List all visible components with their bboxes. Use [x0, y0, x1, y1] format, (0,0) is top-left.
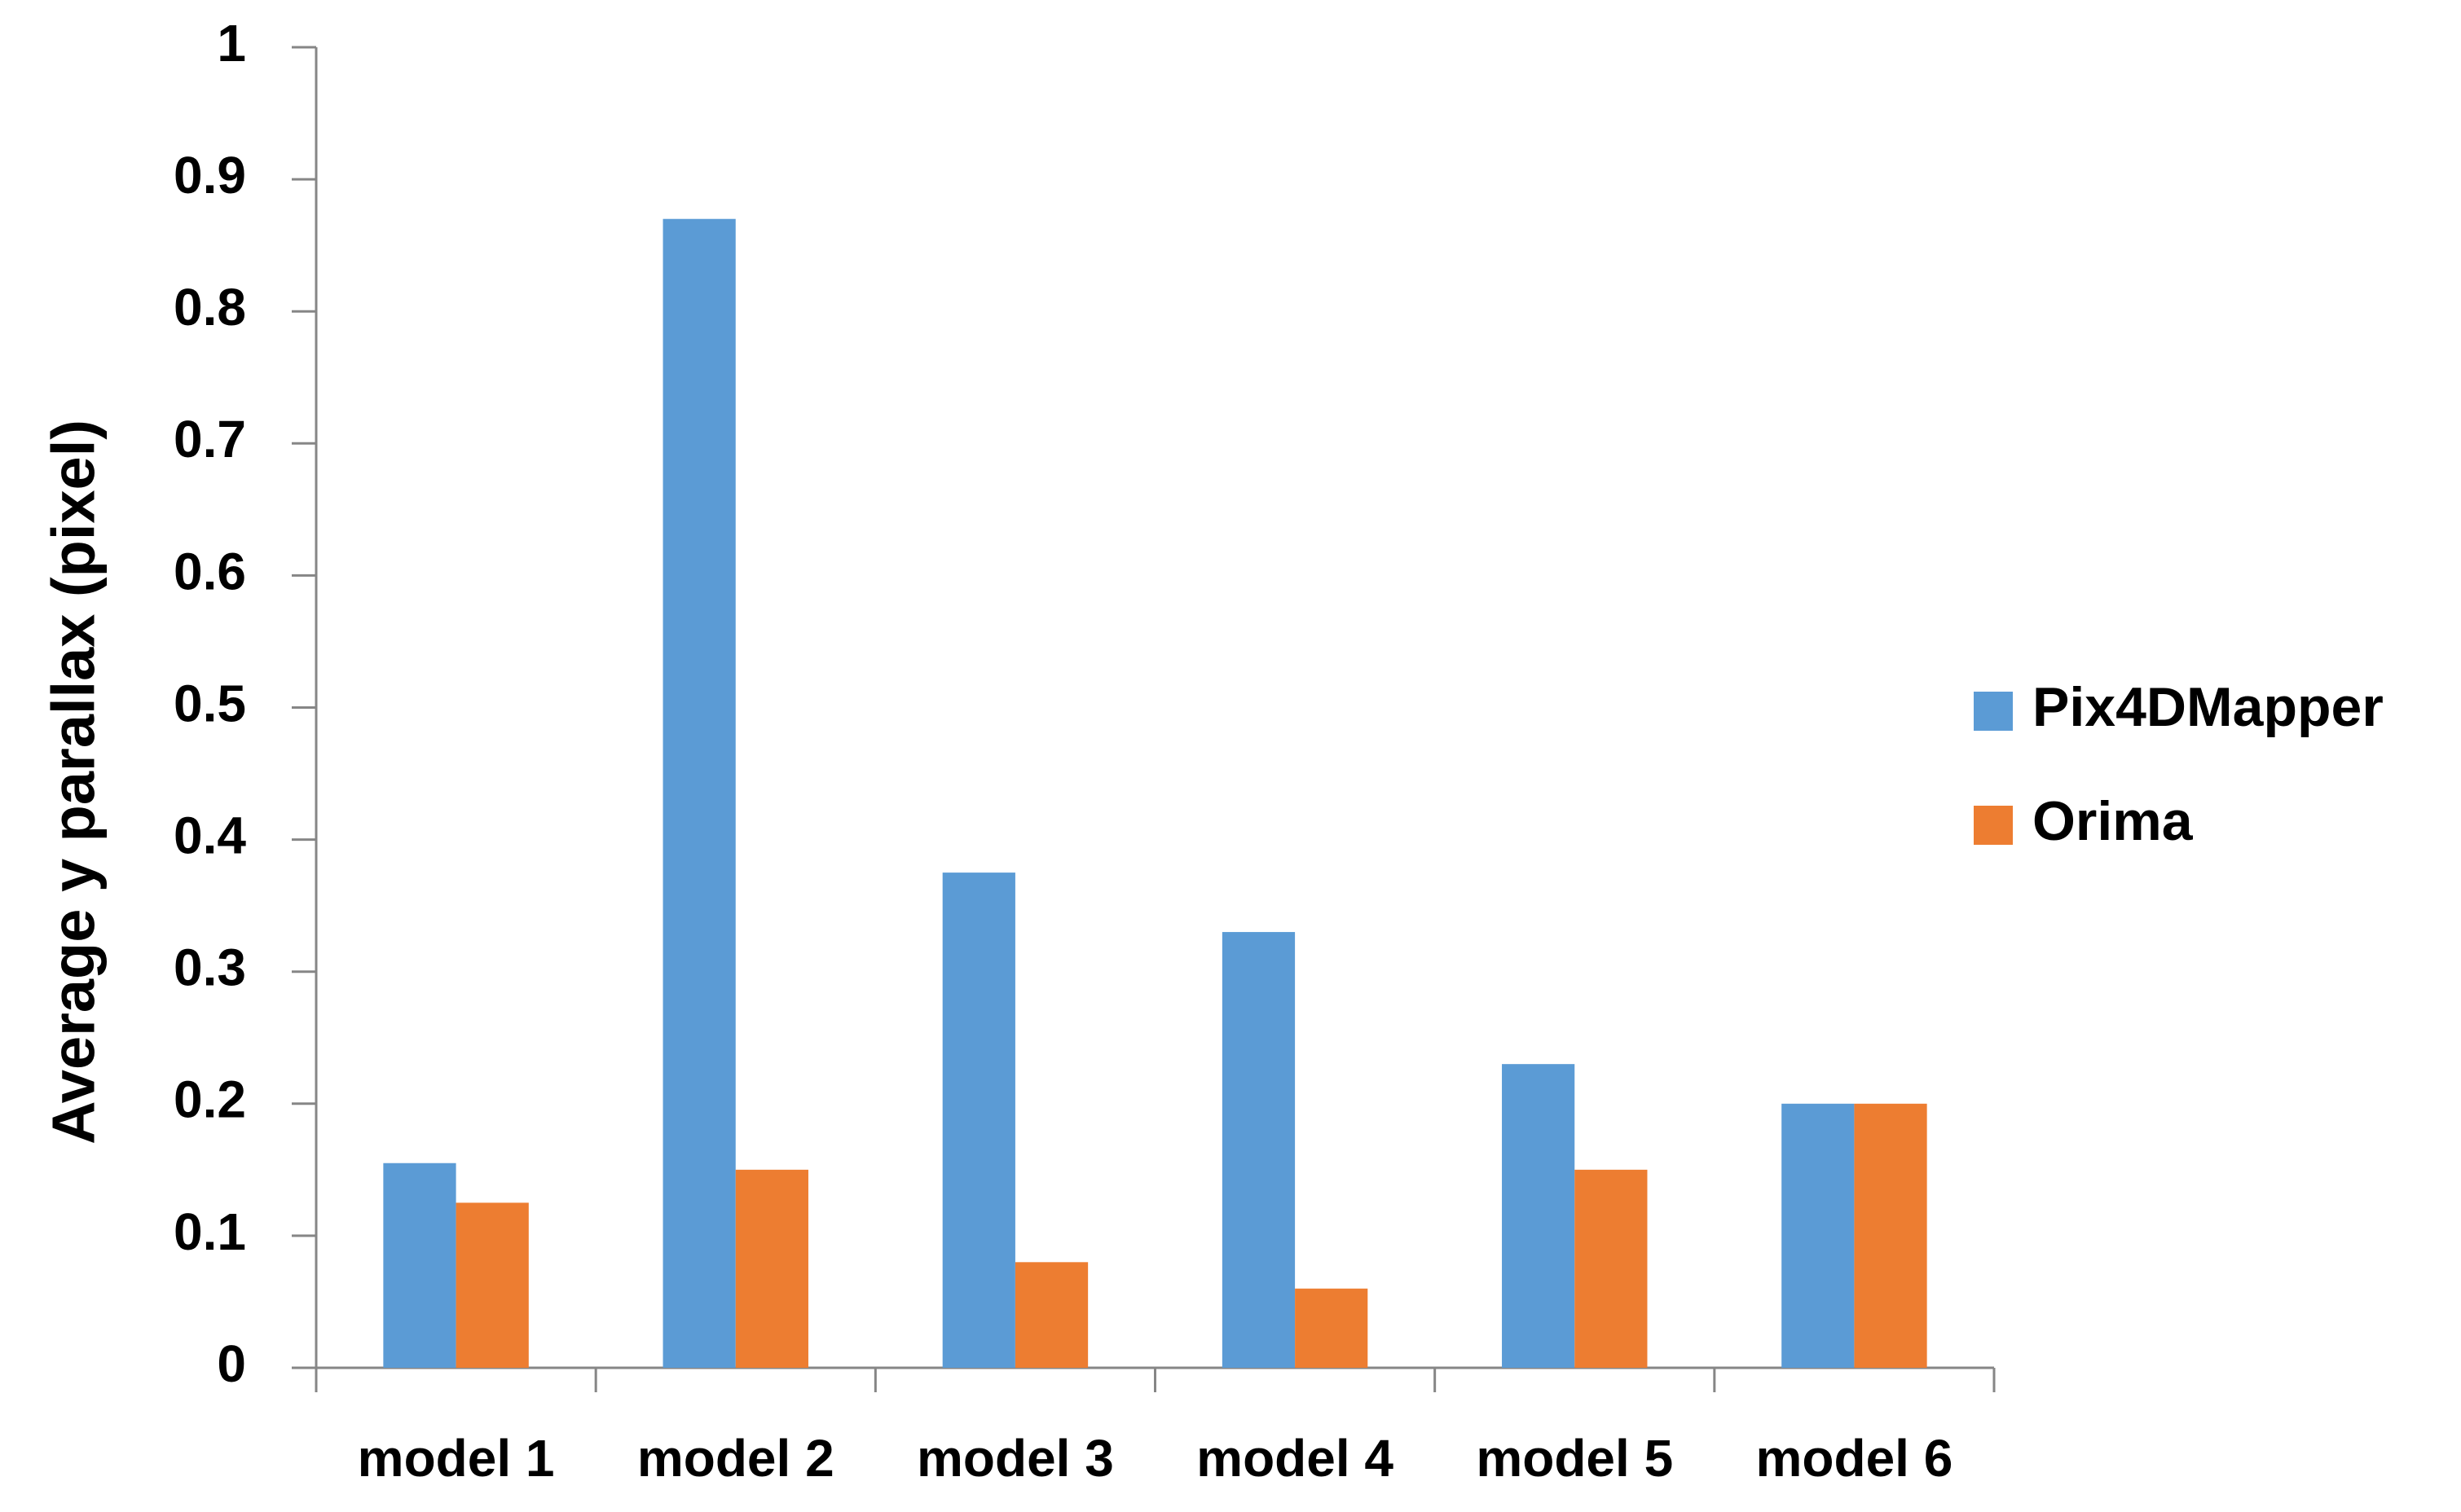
legend-swatch [1974, 692, 2013, 731]
bar [1015, 1262, 1089, 1368]
bar [1502, 1064, 1575, 1368]
y-tick-label: 0.9 [174, 146, 246, 204]
bar [1222, 932, 1296, 1368]
x-tick-label: model 5 [1476, 1429, 1673, 1488]
bar [456, 1202, 529, 1368]
x-tick-label: model 3 [917, 1429, 1114, 1488]
bar [1295, 1288, 1368, 1368]
y-tick-label: 0.5 [174, 674, 246, 732]
y-tick-label: 1 [217, 14, 246, 73]
y-tick-label: 0.1 [174, 1202, 246, 1261]
legend-label: Pix4DMapper [2032, 676, 2384, 738]
bar [735, 1169, 808, 1368]
y-axis-title: Average y parallax (pixel) [40, 420, 108, 1145]
bar [1781, 1103, 1855, 1368]
y-tick-label: 0.3 [174, 938, 246, 997]
bar [1574, 1169, 1648, 1368]
bar [942, 872, 1015, 1368]
x-tick-label: model 6 [1755, 1429, 1953, 1488]
legend-label: Orima [2032, 790, 2194, 852]
y-tick-label: 0.8 [174, 278, 246, 336]
bar [383, 1163, 456, 1368]
bar [1854, 1103, 1927, 1368]
y-tick-label: 0.6 [174, 542, 246, 600]
y-tick-label: 0.4 [174, 807, 246, 865]
bar [663, 218, 736, 1369]
x-tick-label: model 1 [358, 1429, 555, 1488]
y-tick-label: 0 [217, 1334, 246, 1393]
y-tick-label: 0.7 [174, 410, 246, 468]
x-tick-label: model 2 [637, 1429, 834, 1488]
x-tick-label: model 4 [1196, 1429, 1393, 1488]
y-tick-label: 0.2 [174, 1070, 246, 1129]
legend-swatch [1974, 806, 2013, 845]
